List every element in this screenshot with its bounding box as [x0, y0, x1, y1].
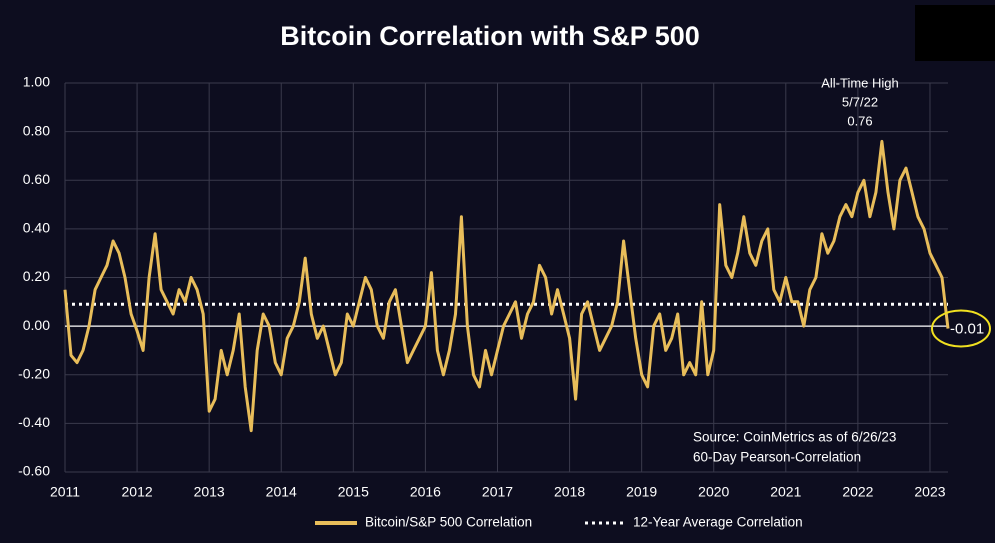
x-tick-label: 2018	[554, 484, 585, 500]
redaction	[915, 5, 995, 61]
source-note: 60-Day Pearson-Correlation	[693, 450, 861, 465]
legend-label: Bitcoin/S&P 500 Correlation	[365, 515, 532, 530]
y-tick-label: 0.20	[23, 268, 50, 284]
y-tick-label: 0.60	[23, 171, 50, 187]
y-tick-label: 1.00	[23, 74, 50, 90]
x-tick-label: 2020	[698, 484, 729, 500]
series-line	[63, 139, 950, 433]
legend-label: 12-Year Average Correlation	[633, 515, 803, 530]
end-highlight	[931, 309, 991, 348]
annotation: All-Time High	[821, 75, 899, 90]
x-tick-label: 2019	[626, 484, 657, 500]
y-tick-label: 0.40	[23, 220, 50, 236]
x-tick-label: 2022	[842, 484, 873, 500]
annotation: 0.76	[847, 113, 872, 128]
x-tick-label: 2023	[914, 484, 945, 500]
end-label: -0.01	[950, 321, 984, 338]
y-tick-label: -0.40	[18, 414, 50, 430]
y-tick-label: 0.00	[23, 317, 50, 333]
y-tick-label: -0.20	[18, 365, 50, 381]
x-tick-label: 2017	[482, 484, 513, 500]
x-tick-label: 2015	[338, 484, 369, 500]
chart-title: Bitcoin Correlation with S&P 500	[280, 21, 700, 51]
x-tick-label: 2012	[122, 484, 153, 500]
x-tick-label: 2013	[194, 484, 225, 500]
x-tick-label: 2011	[50, 484, 80, 500]
y-tick-label: -0.60	[18, 463, 50, 479]
x-tick-label: 2016	[410, 484, 441, 500]
annotation: 5/7/22	[842, 94, 878, 109]
x-tick-label: 2014	[266, 484, 297, 500]
y-tick-label: 0.80	[23, 122, 50, 138]
source-note: Source: CoinMetrics as of 6/26/23	[693, 430, 896, 445]
x-tick-label: 2021	[770, 484, 801, 500]
